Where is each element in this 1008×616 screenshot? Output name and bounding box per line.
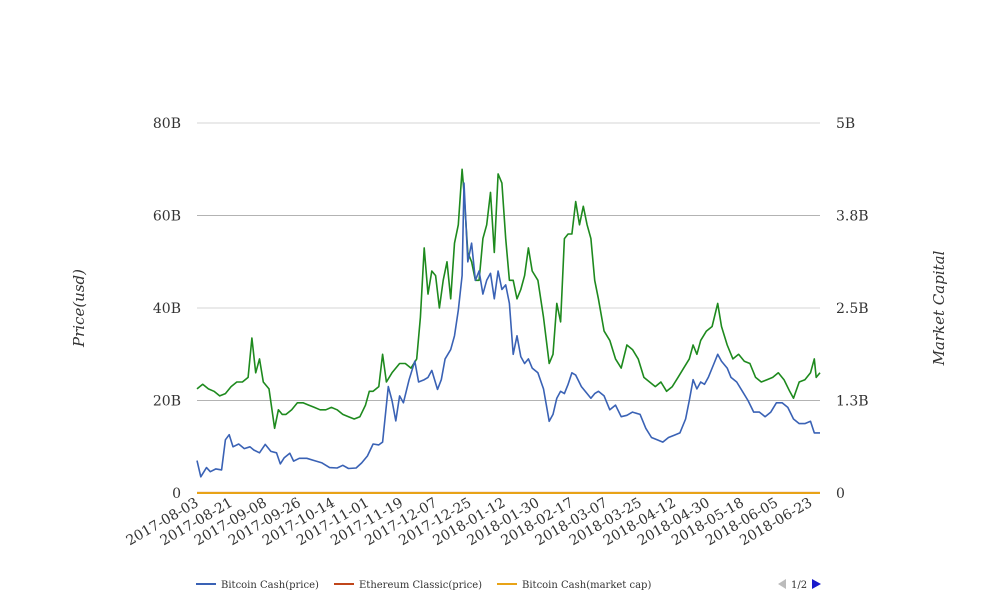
right-axis-ticks: 0 1.3B 2.5B 3.8B 5B — [836, 116, 869, 502]
legend: Bitcoin Cash(price) Ethereum Classic(pri… — [196, 579, 821, 591]
right-tick-label: 0 — [836, 486, 845, 502]
series-line-series-3 — [196, 168, 821, 430]
legend-next-arrow-icon[interactable] — [812, 579, 821, 589]
right-tick-label: 1.3B — [836, 394, 869, 410]
legend-page-indicator: 1/2 — [791, 580, 807, 591]
left-axis-title: Price(usd) — [70, 269, 88, 348]
right-tick-label: 3.8B — [836, 209, 869, 225]
left-tick-label: 0 — [172, 486, 181, 502]
right-axis-title: Market Capital — [930, 250, 948, 366]
x-axis-ticks: 2017-08-032017-08-212017-09-082017-09-26… — [124, 495, 815, 549]
left-tick-label: 60B — [153, 209, 181, 225]
left-tick-label: 80B — [153, 116, 181, 132]
legend-prev-arrow-icon[interactable] — [778, 579, 786, 589]
left-tick-label: 20B — [153, 394, 181, 410]
legend-item-bitcoin-cash-price[interactable]: Bitcoin Cash(price) — [221, 580, 319, 591]
series-lines — [196, 168, 821, 494]
right-tick-label: 5B — [836, 116, 855, 132]
series-line-bitcoin-cash-price — [196, 182, 820, 478]
left-axis-ticks: 0 20B 40B 60B 80B — [153, 116, 181, 502]
legend-item-ethereum-classic-price[interactable]: Ethereum Classic(price) — [359, 580, 482, 591]
left-tick-label: 40B — [153, 301, 181, 317]
right-tick-label: 2.5B — [836, 301, 869, 317]
legend-item-bitcoin-cash-market-cap[interactable]: Bitcoin Cash(market cap) — [522, 580, 651, 591]
